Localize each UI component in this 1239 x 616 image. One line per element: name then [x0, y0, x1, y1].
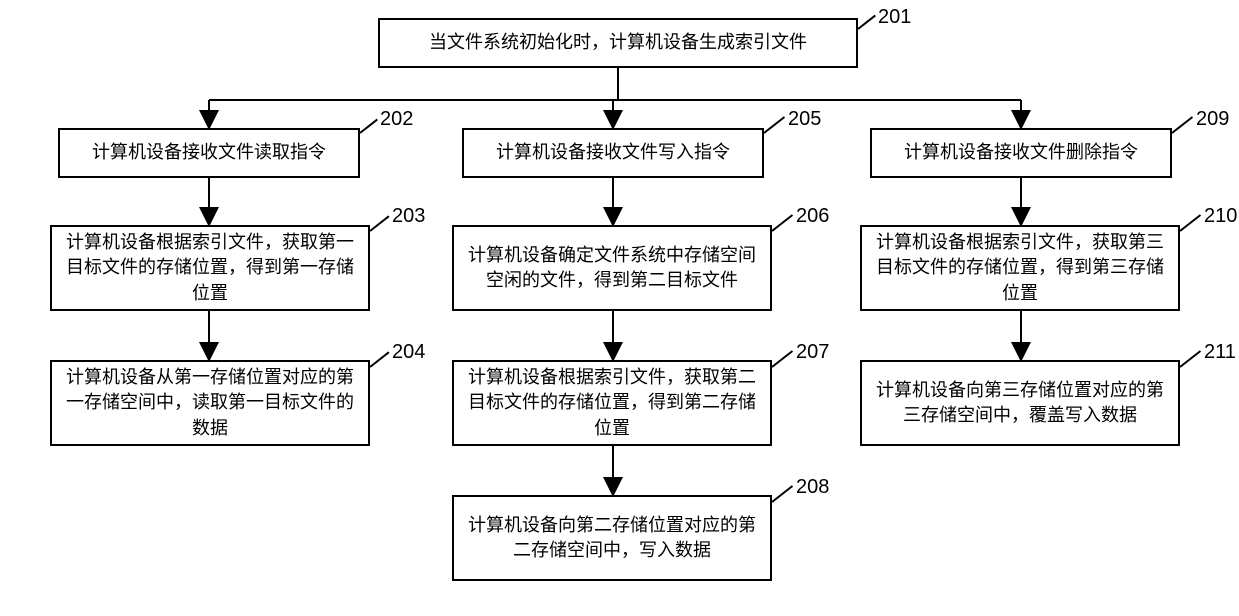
node-text: 计算机设备接收文件读取指令: [92, 140, 326, 165]
node-208: 计算机设备向第二存储位置对应的第二存储空间中，写入数据: [452, 495, 772, 581]
node-text: 计算机设备接收文件删除指令: [904, 140, 1138, 165]
label-201: 201: [878, 6, 911, 29]
label-line: [771, 214, 793, 232]
label-line: [369, 215, 389, 231]
label-202: 202: [380, 108, 413, 131]
node-211: 计算机设备向第三存储位置对应的第三存储空间中，覆盖写入数据: [860, 360, 1180, 446]
node-205: 计算机设备接收文件写入指令: [462, 128, 764, 178]
label-207: 207: [796, 341, 829, 364]
node-text: 当文件系统初始化时，计算机设备生成索引文件: [429, 30, 807, 55]
label-205: 205: [788, 108, 821, 131]
node-text: 计算机设备确定文件系统中存储空间空闲的文件，得到第二目标文件: [466, 243, 758, 293]
node-text: 计算机设备从第一存储位置对应的第一存储空间中，读取第一目标文件的数据: [64, 365, 356, 441]
node-201: 当文件系统初始化时，计算机设备生成索引文件: [378, 18, 858, 68]
label-line: [771, 350, 793, 368]
label-line: [763, 116, 785, 134]
label-209: 209: [1196, 108, 1229, 131]
label-line: [1171, 116, 1193, 134]
node-text: 计算机设备接收文件写入指令: [496, 140, 730, 165]
label-line: [771, 485, 793, 503]
label-208: 208: [796, 476, 829, 499]
label-line: [369, 351, 389, 367]
node-204: 计算机设备从第一存储位置对应的第一存储空间中，读取第一目标文件的数据: [50, 360, 370, 446]
node-text: 计算机设备向第二存储位置对应的第二存储空间中，写入数据: [466, 513, 758, 563]
node-202: 计算机设备接收文件读取指令: [58, 128, 360, 178]
label-203: 203: [392, 205, 425, 228]
node-text: 计算机设备向第三存储位置对应的第三存储空间中，覆盖写入数据: [874, 378, 1166, 428]
label-line: [359, 119, 378, 134]
label-206: 206: [796, 205, 829, 228]
label-line: [1179, 214, 1201, 232]
label-211: 211: [1204, 341, 1236, 364]
node-207: 计算机设备根据索引文件，获取第二目标文件的存储位置，得到第二存储位置: [452, 360, 772, 446]
node-text: 计算机设备根据索引文件，获取第二目标文件的存储位置，得到第二存储位置: [466, 365, 758, 441]
node-206: 计算机设备确定文件系统中存储空间空闲的文件，得到第二目标文件: [452, 225, 772, 311]
node-text: 计算机设备根据索引文件，获取第三目标文件的存储位置，得到第三存储位置: [874, 230, 1166, 306]
label-204: 204: [392, 341, 425, 364]
label-line: [857, 15, 876, 30]
node-209: 计算机设备接收文件删除指令: [870, 128, 1172, 178]
node-text: 计算机设备根据索引文件，获取第一目标文件的存储位置，得到第一存储位置: [64, 230, 356, 306]
node-203: 计算机设备根据索引文件，获取第一目标文件的存储位置，得到第一存储位置: [50, 225, 370, 311]
node-210: 计算机设备根据索引文件，获取第三目标文件的存储位置，得到第三存储位置: [860, 225, 1180, 311]
label-line: [1179, 350, 1201, 368]
label-210: 210: [1204, 205, 1237, 228]
